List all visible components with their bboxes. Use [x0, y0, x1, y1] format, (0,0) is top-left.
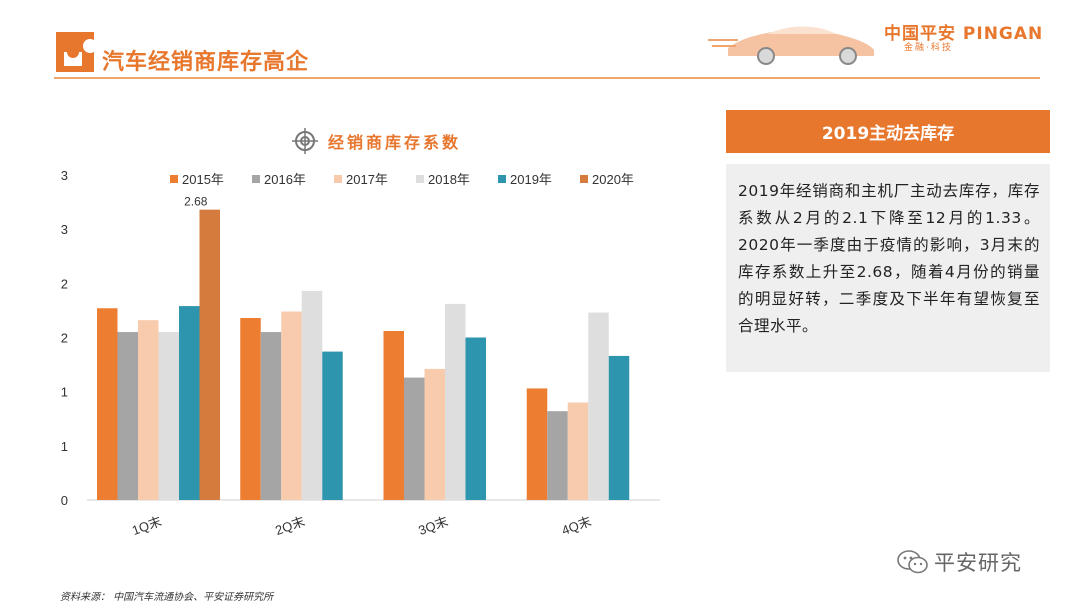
bar [199, 209, 220, 500]
legend-label: 2017年 [346, 172, 388, 187]
wechat-icon [897, 550, 928, 574]
bar [465, 337, 486, 500]
legend-swatch [334, 175, 342, 183]
bar [445, 303, 466, 500]
page-title: 汽车经销商库存高企 [102, 50, 310, 75]
bar [588, 312, 609, 500]
legend-label: 2019年 [510, 172, 552, 187]
side-panel-text: 2019年经销商和主机厂主动去库存，库存系数从2月的2.1下降至12月的1.33… [726, 164, 1050, 372]
bar [260, 332, 282, 500]
legend-swatch [416, 175, 424, 183]
bar [281, 311, 302, 500]
bar-chart: 0 1 1 2 2 3 3 1Q末 2Q末 3Q末 4Q末 2.68 2015年 2016年 2017年 20… [61, 168, 660, 538]
target-icon [292, 128, 318, 154]
y-tick-label: 1 [61, 385, 68, 400]
header-divider [54, 77, 1040, 79]
brand-subtitle: 金融·科技 [904, 43, 953, 53]
legend-swatch [252, 175, 260, 183]
legend-swatch [170, 175, 178, 183]
y-tick-label: 2 [61, 331, 68, 346]
watermark-text: 平安研究 [934, 551, 1022, 575]
bar [301, 290, 323, 500]
chart-title-group: 经销商库存系数 [292, 127, 461, 155]
watermark: 平安研究 [896, 546, 1022, 578]
legend-label: 2020年 [592, 172, 634, 187]
bar [567, 402, 589, 500]
bar [547, 411, 568, 500]
bar [179, 306, 200, 500]
bar [240, 318, 261, 500]
brand-logo-text: 中国平安 PINGAN [884, 24, 1044, 44]
legend-label: 2015年 [182, 172, 224, 187]
chart-title: 经销商库存系数 [328, 133, 462, 152]
bar [138, 320, 159, 500]
x-tick-label: 3Q末 [416, 514, 450, 538]
legend-label: 2016年 [264, 172, 306, 187]
y-tick-label: 0 [61, 493, 68, 508]
bar [97, 308, 118, 500]
bar [322, 351, 343, 500]
bar [424, 368, 445, 500]
source-note: 资料来源： 中国汽车流通协会、平安证券研究所 [60, 592, 274, 603]
side-panel-header: 2019主动去库存 [726, 110, 1050, 153]
bar [404, 377, 425, 500]
y-tick-label: 1 [61, 439, 68, 454]
legend-label: 2018年 [428, 172, 470, 187]
x-tick-label: 4Q末 [560, 514, 594, 538]
header: 汽车经销商库存高企 中国平安 PINGAN 金融·科技 [0, 0, 1080, 80]
x-tick-label: 2Q末 [273, 514, 307, 538]
y-tick-label: 3 [61, 222, 68, 237]
car-icon [708, 26, 874, 65]
puzzle-icon [56, 32, 97, 72]
legend-swatch [580, 175, 588, 183]
bar [383, 331, 404, 500]
bar [526, 388, 548, 500]
x-tick-label: 1Q末 [130, 514, 164, 538]
bar [158, 332, 179, 500]
bar [608, 355, 630, 500]
bar [117, 332, 138, 500]
legend-swatch [498, 175, 506, 183]
y-tick-label: 3 [61, 168, 68, 183]
y-tick-label: 2 [61, 276, 68, 291]
data-label: 2.68 [184, 195, 208, 209]
